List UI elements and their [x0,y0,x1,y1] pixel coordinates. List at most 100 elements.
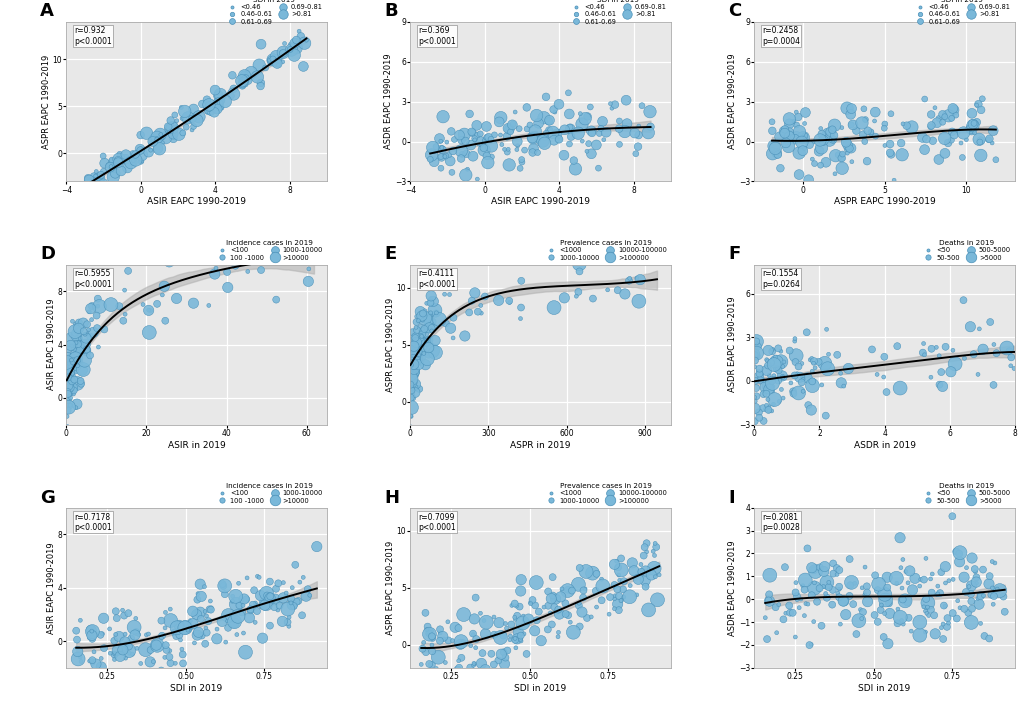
Point [763,344,780,355]
Point [902,625,918,637]
Point [583,125,599,136]
Point [468,633,484,645]
Point [274,56,290,67]
Point [788,350,804,361]
Point [858,581,874,592]
Point [94,172,110,184]
Legend: <50, 50-500, 500-5000, >5000: <50, 50-500, 500-5000, >5000 [920,482,1011,504]
Point [934,600,951,611]
Point [786,370,802,381]
Point [116,636,132,648]
X-axis label: ASIR in 2019: ASIR in 2019 [167,441,225,449]
Point [951,547,967,559]
Point [83,177,99,189]
Point [407,387,423,398]
Point [781,600,797,611]
Point [115,315,131,327]
Point [435,633,451,645]
Point [539,600,555,612]
Point [513,630,529,641]
Point [957,587,973,598]
Point [788,106,804,118]
Point [108,605,124,617]
Point [843,156,859,167]
Point [82,331,98,342]
Point [759,345,775,356]
Point [474,648,490,659]
Point [817,410,834,421]
Point [833,122,849,134]
Point [882,149,899,160]
Point [79,172,96,184]
Point [440,685,457,696]
Point [294,61,311,73]
Point [501,630,518,642]
Point [894,594,910,605]
Point [441,155,458,167]
Point [253,39,269,50]
Point [518,102,534,113]
Point [503,600,520,611]
Point [799,399,815,411]
Point [637,575,653,587]
Point [934,618,951,630]
Point [149,131,165,143]
Point [479,157,495,169]
Point [843,119,859,131]
Point [799,598,815,610]
Point [610,569,627,581]
Point [168,630,184,642]
Point [154,132,170,144]
Point [805,358,821,369]
Point [90,293,106,304]
Y-axis label: ASIR EAPC 1990-2019: ASIR EAPC 1990-2019 [47,542,56,633]
Point [252,80,268,92]
Point [497,652,514,663]
Y-axis label: ASIR EAPC 1990-2019: ASIR EAPC 1990-2019 [47,299,56,391]
Point [82,350,98,361]
Point [630,121,646,132]
Point [153,615,169,626]
Point [301,264,317,275]
Point [969,98,985,110]
Point [90,172,106,183]
Point [889,617,905,629]
Point [881,139,898,150]
Point [162,645,178,656]
Point [962,580,978,592]
Point [539,624,555,635]
Point [423,325,439,337]
Point [921,573,937,584]
Point [894,118,910,129]
Point [766,143,783,154]
Point [476,615,492,626]
Point [125,622,142,633]
Point [77,345,94,356]
Point [933,381,950,392]
Point [288,34,305,46]
Point [930,113,947,124]
Point [640,604,656,615]
Point [84,625,100,637]
Point [70,338,87,350]
Point [787,356,803,368]
Point [638,538,654,549]
Point [889,340,905,352]
Point [571,597,587,609]
Point [771,162,788,174]
Point [527,127,543,139]
Point [760,370,776,381]
Point [828,587,845,599]
Point [473,658,489,669]
Point [408,346,424,358]
Point [415,325,431,337]
Point [781,118,797,129]
Point [61,367,77,378]
Point [811,134,827,146]
Point [176,106,193,117]
Point [77,180,94,191]
Point [964,118,980,130]
Y-axis label: ASDR EAPC 1990-2019: ASDR EAPC 1990-2019 [728,540,737,635]
Point [234,80,251,91]
Point [212,89,228,101]
